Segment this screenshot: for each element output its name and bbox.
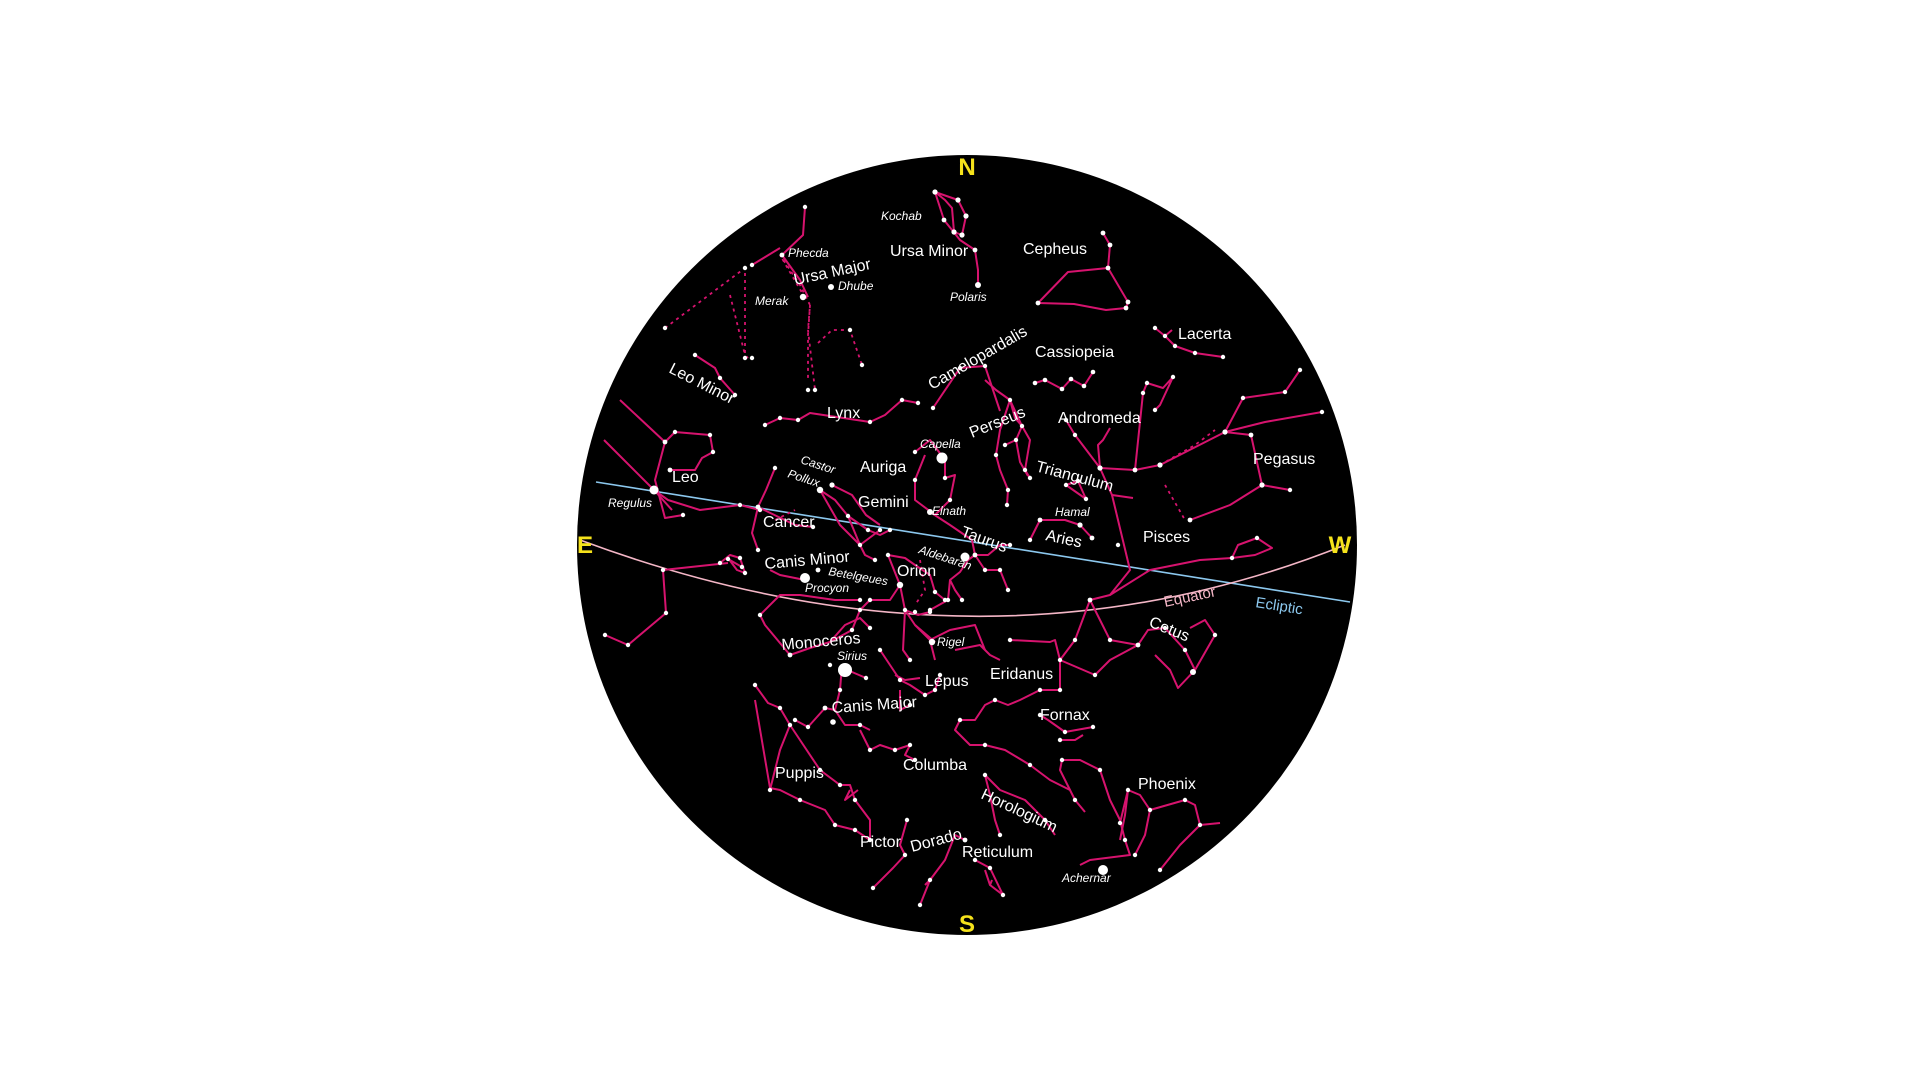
label-canis-major: Canis Major (831, 694, 918, 717)
label-capella: Capella (920, 437, 961, 451)
label-rigel: Rigel (937, 635, 965, 649)
label-reticulum: Reticulum (962, 844, 1033, 861)
label-columba: Columba (903, 757, 967, 774)
label-procyon: Procyon (805, 581, 849, 595)
label-lacerta: Lacerta (1178, 326, 1231, 343)
label-eridanus: Eridanus (990, 666, 1053, 683)
label-ursa-minor: Ursa Minor (890, 243, 969, 260)
label-gemini: Gemini (858, 494, 909, 511)
label-monoceros: Monoceros (781, 630, 861, 654)
label-phecda: Phecda (788, 246, 829, 260)
cardinal-north: N (958, 154, 975, 181)
label-sirius: Sirius (837, 649, 867, 663)
label-cassiopeia: Cassiopeia (1035, 344, 1114, 361)
stars (602, 189, 1325, 908)
equator-line (579, 539, 1346, 618)
label-pisces: Pisces (1143, 529, 1190, 546)
label-lepus: Lepus (925, 673, 969, 690)
label-leo: Leo (672, 469, 699, 486)
label-fornax: Fornax (1040, 707, 1090, 724)
label-achernar: Achernar (1061, 871, 1112, 885)
cardinal-west: W (1329, 532, 1352, 559)
label-cepheus: Cepheus (1023, 241, 1087, 258)
label-andromeda: Andromeda (1058, 410, 1141, 427)
label-cancer: Cancer (763, 514, 815, 531)
label-regulus: Regulus (608, 496, 652, 510)
cardinal-south: S (959, 911, 975, 938)
label-dhube: Dhube (838, 279, 874, 293)
label-phoenix: Phoenix (1138, 776, 1196, 793)
constellation-lines (603, 191, 1323, 906)
label-orion: Orion (897, 563, 936, 580)
label-auriga: Auriga (860, 459, 906, 476)
label-kochab: Kochab (881, 209, 922, 223)
cardinal-east: E (577, 532, 593, 559)
sky-disc (577, 155, 1357, 935)
label-lynx: Lynx (827, 405, 860, 422)
label-elnath: Elnath (932, 504, 966, 518)
label-puppis: Puppis (775, 765, 824, 782)
label-pegasus: Pegasus (1253, 451, 1315, 468)
label-polaris: Polaris (950, 290, 987, 304)
label-hamal: Hamal (1055, 505, 1090, 519)
label-pictor: Pictor (860, 834, 902, 851)
label-merak: Merak (755, 294, 789, 308)
